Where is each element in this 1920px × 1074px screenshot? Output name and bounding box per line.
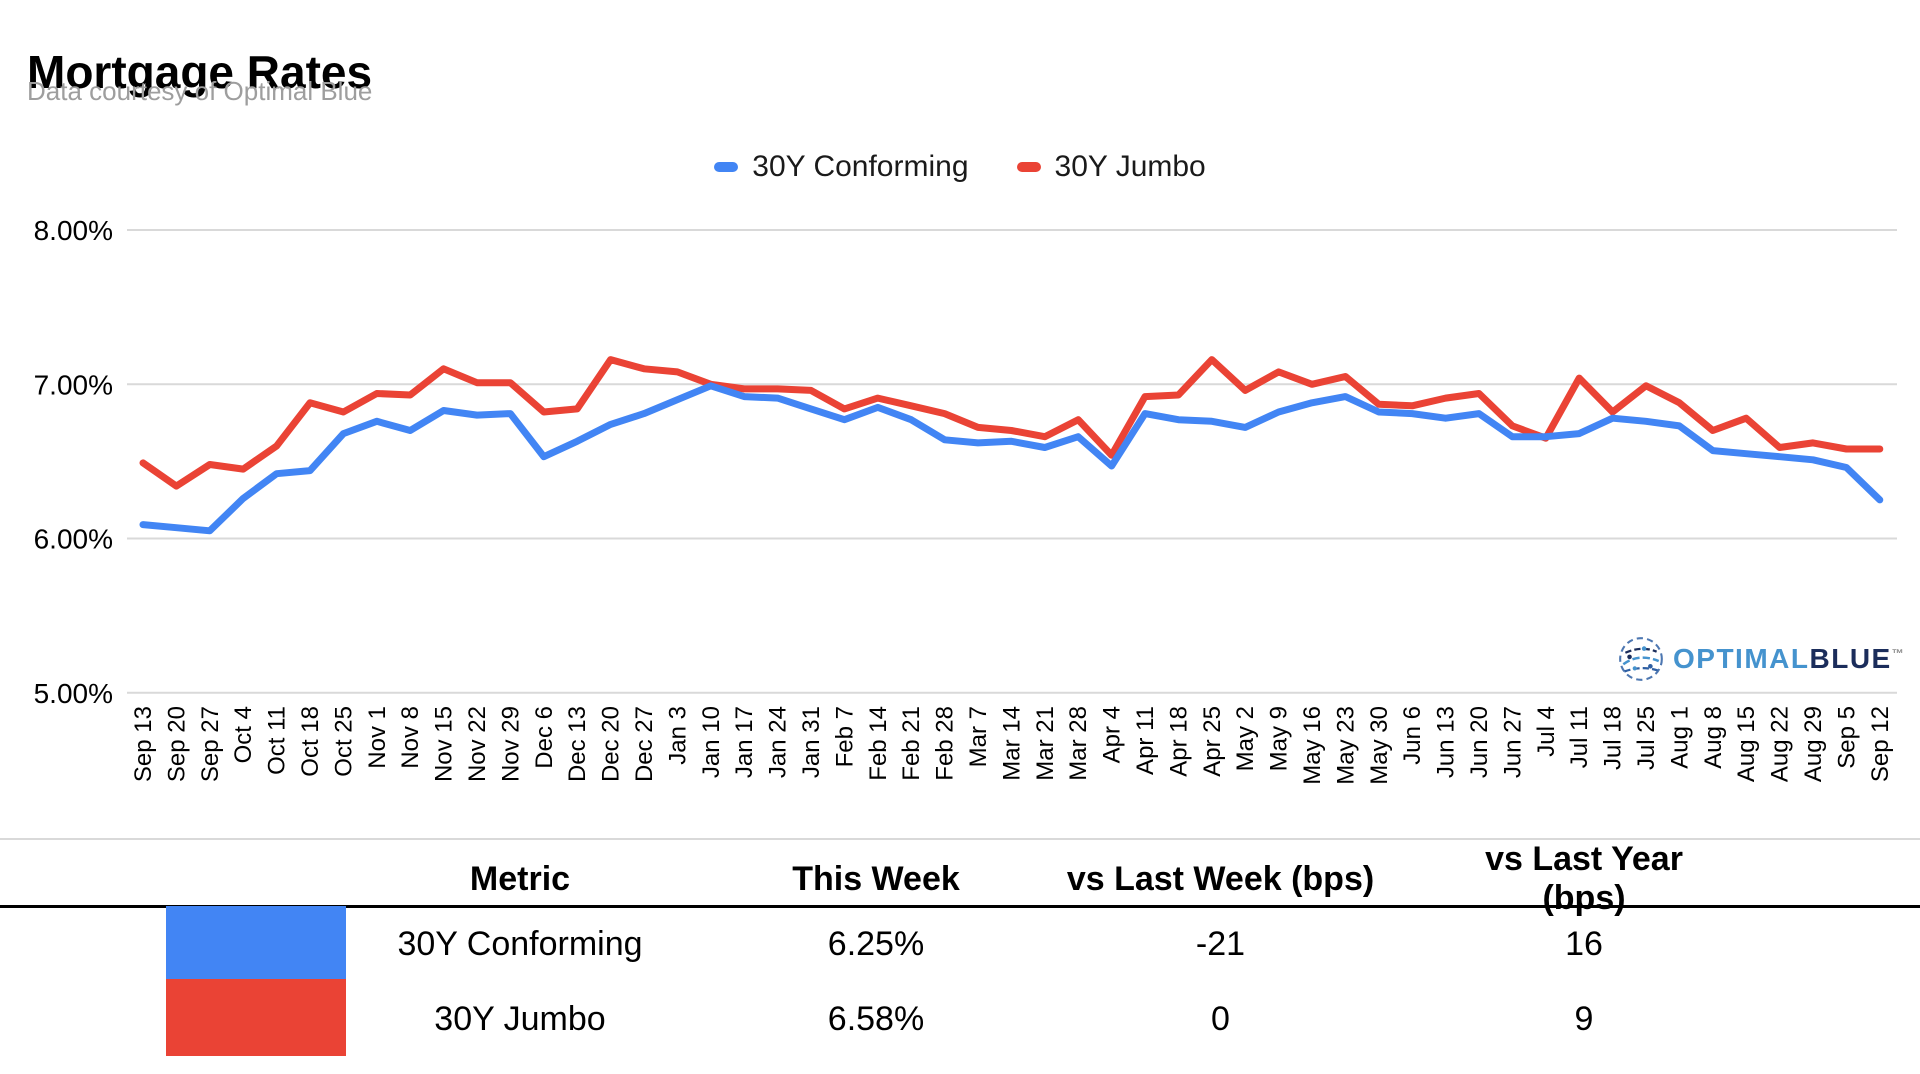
x-axis-tick-label: Jun 27 (1499, 706, 1526, 778)
x-axis-tick-label: May 9 (1266, 706, 1293, 771)
x-axis-tick-label: Apr 25 (1199, 706, 1226, 777)
summary-table-header-row: Metric This Week vs Last Week (bps) vs L… (0, 840, 1920, 917)
cell-this-week: 6.58% (827, 1000, 925, 1038)
jumbo-color-block (166, 979, 346, 1056)
x-axis-tick-label: Jul 11 (1566, 706, 1593, 768)
x-axis-tick-label: Nov 8 (397, 706, 424, 769)
x-axis-tick-label: Jan 17 (731, 706, 758, 778)
x-axis-tick-label: Jan 31 (798, 706, 825, 778)
x-axis-tick-label: Apr 18 (1165, 706, 1192, 777)
y-axis-tick-label: 5.00% (34, 678, 113, 709)
table-row-30y-conforming: 30Y Conforming 6.25% -21 16 (0, 908, 1920, 981)
logo-trademark: ™ (1891, 646, 1904, 661)
page-subtitle: Data courtesy of Optimal Blue (27, 76, 373, 106)
logo-text-optimal: OPTIMAL (1673, 643, 1810, 674)
chart-legend: 30Y Conforming 30Y Jumbo (0, 150, 1920, 184)
x-axis-tick-label: Oct 11 (264, 706, 291, 775)
mortgage-rates-line-chart[interactable]: 8.00%7.00%6.00%5.00%Sep 13 Sep 20 Sep 27 Oc… (0, 0, 1920, 815)
header-vs-last-week: vs Last Week (bps) (1066, 859, 1375, 898)
x-axis-tick-label: Sep 13 (130, 706, 157, 782)
x-axis-tick-label: Jan 24 (765, 706, 792, 778)
legend-label: 30Y Conforming (752, 150, 969, 183)
x-axis-tick-label: Jun 13 (1433, 706, 1460, 778)
cell-metric: 30Y Conforming (397, 925, 643, 963)
rates-summary-table: Metric This Week vs Last Week (bps) vs L… (0, 838, 1920, 1058)
x-axis-tick-label: Feb 28 (932, 706, 959, 781)
series-line-30y-conforming (139, 382, 1884, 535)
x-axis-tick-label: Aug 22 (1767, 706, 1794, 782)
x-axis-tick-label: Mar 28 (1065, 706, 1092, 781)
x-axis-tick-label: Feb 14 (865, 706, 892, 781)
x-axis-tick-label: May 30 (1366, 706, 1393, 785)
x-axis-tick-label: May 23 (1332, 706, 1359, 785)
x-axis-tick-label: Aug 8 (1700, 706, 1727, 769)
x-axis-tick-label: Jul 4 (1533, 706, 1560, 757)
globe-swirl-icon (1619, 637, 1663, 681)
y-axis-tick-label: 7.00% (34, 369, 113, 400)
x-axis-tick-label: Apr 4 (1099, 706, 1126, 763)
series-line-30y-jumbo (139, 356, 1884, 490)
header-vs-last-year: vs Last Year (bps) (1485, 840, 1683, 917)
x-axis-tick-label: Dec 20 (598, 706, 625, 782)
x-axis-tick-label: Feb 21 (898, 706, 925, 781)
cell-metric: 30Y Jumbo (434, 1000, 606, 1038)
x-axis-tick-label: Oct 18 (297, 706, 324, 777)
x-axis-tick-label: Sep 5 (1833, 706, 1860, 769)
x-axis-tick-label: Sep 27 (197, 706, 224, 782)
x-axis-tick-label: Sep 20 (163, 706, 190, 782)
x-axis-tick-label: Aug 15 (1733, 706, 1760, 782)
x-axis-tick-label: Aug 1 (1666, 706, 1693, 769)
conforming-series-swatch-icon (714, 162, 739, 172)
x-axis-tick-label: Dec 27 (631, 706, 658, 782)
x-axis-tick-label: Mar 14 (998, 706, 1025, 781)
x-axis-tick-label: Mar 7 (965, 706, 992, 767)
x-axis-tick-label: Jan 10 (698, 706, 725, 778)
x-axis-tick-label: Jun 20 (1466, 706, 1493, 778)
x-axis-tick-label: Nov 22 (464, 706, 491, 782)
x-axis-tick-label: Nov 15 (431, 706, 458, 782)
legend-item-30y-jumbo: 30Y Jumbo (1016, 150, 1206, 184)
optimal-blue-logo: OPTIMALBLUE™ (1616, 634, 1904, 684)
jumbo-series-swatch-icon (1016, 162, 1041, 172)
x-axis-tick-label: Jul 18 (1600, 706, 1627, 770)
cell-vs-last-year: 16 (1565, 925, 1603, 963)
x-axis-tick-label: Dec 13 (564, 706, 591, 782)
header-metric: Metric (469, 859, 571, 898)
x-axis-tick-label: Jan 3 (664, 706, 691, 765)
y-axis-tick-label: 8.00% (34, 215, 113, 246)
x-axis-tick-label: May 2 (1232, 706, 1259, 771)
x-axis-tick-label: May 16 (1299, 706, 1326, 785)
x-axis-tick-label: Jun 6 (1399, 706, 1426, 765)
header-this-week: This Week (792, 859, 960, 898)
y-axis-tick-label: 6.00% (34, 524, 113, 555)
table-series-color-key (166, 906, 346, 1056)
page-title: Mortgage Rates (27, 45, 373, 98)
cell-vs-last-week: -21 (1195, 925, 1246, 963)
x-axis-tick-label: Oct 25 (330, 706, 357, 777)
x-axis-tick-label: Nov 29 (497, 706, 524, 782)
x-axis-tick-label: Aug 29 (1800, 706, 1827, 782)
table-row-30y-jumbo: 30Y Jumbo 6.58% 0 9 (0, 981, 1920, 1058)
legend-label: 30Y Jumbo (1054, 150, 1206, 183)
x-axis-tick-label: Sep 12 (1867, 706, 1894, 782)
x-axis-tick-label: Apr 11 (1132, 706, 1159, 775)
x-axis-tick-label: Dec 6 (531, 706, 558, 769)
x-axis-tick-label: Feb 7 (831, 706, 858, 767)
logo-text-blue: BLUE (1809, 643, 1892, 674)
cell-vs-last-week: 0 (1211, 1000, 1230, 1038)
cell-vs-last-year: 9 (1574, 1000, 1594, 1038)
x-axis-tick-label: Nov 1 (364, 706, 391, 769)
x-axis-tick-label: Jul 25 (1633, 706, 1660, 770)
logo-wordmark: OPTIMALBLUE™ (1673, 643, 1904, 675)
legend-item-30y-conforming: 30Y Conforming (714, 150, 969, 184)
conforming-color-block (166, 906, 346, 979)
x-axis-tick-label: Oct 4 (230, 706, 257, 763)
x-axis-tick-label: Mar 21 (1032, 706, 1059, 781)
cell-this-week: 6.25% (827, 925, 925, 963)
